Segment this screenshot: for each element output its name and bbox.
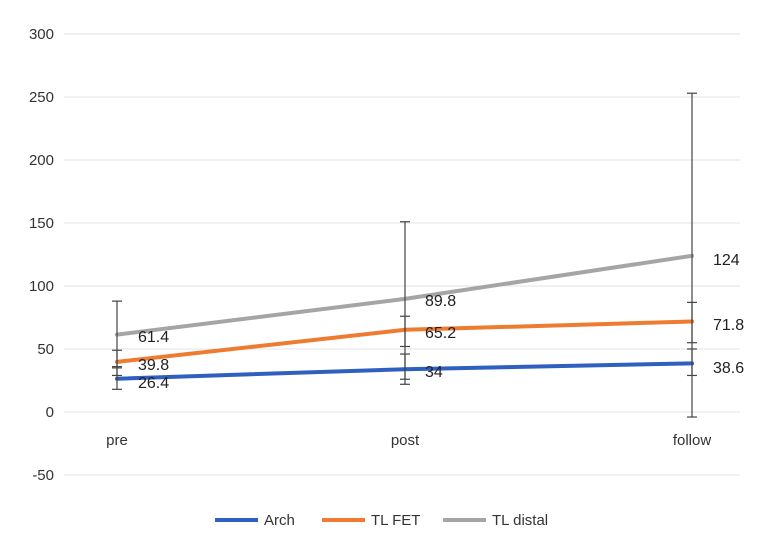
data-label-tlfet-follow: 71.8 (713, 317, 744, 334)
y-tick-label: 250 (29, 89, 54, 106)
y-tick-label: 0 (46, 404, 54, 421)
data-label-tlfet-pre: 39.8 (138, 357, 169, 374)
data-label-tldistal-post: 89.8 (425, 293, 456, 310)
y-tick-label: 50 (37, 341, 54, 358)
data-label-tldistal-follow: 124 (713, 252, 740, 269)
data-labels: 26.4 34 38.6 39.8 65.2 71.8 61.4 89.8 12… (138, 252, 744, 392)
legend: Arch TL FET TL distal (215, 512, 548, 529)
legend-label-arch: Arch (264, 512, 295, 529)
data-label-arch-follow: 38.6 (713, 360, 744, 377)
gridlines (64, 33, 740, 476)
error-bar-tl-distal-pre (112, 300, 122, 368)
y-tick-label: 150 (29, 215, 54, 232)
y-tick-label: -50 (32, 467, 54, 484)
data-label-tldistal-pre: 61.4 (138, 329, 169, 346)
y-axis-tick-labels: 300 250 200 150 100 50 0 -50 (29, 26, 54, 484)
legend-label-tl-fet: TL FET (371, 512, 420, 529)
x-axis-tick-labels: pre post follow (106, 432, 711, 449)
x-tick-label-follow: follow (673, 432, 712, 449)
data-label-arch-post: 34 (425, 364, 443, 381)
legend-label-tl-distal: TL distal (492, 512, 548, 529)
data-label-tlfet-post: 65.2 (425, 325, 456, 342)
y-tick-label: 300 (29, 26, 54, 43)
error-bar-tl-distal-post (400, 221, 410, 380)
y-tick-label: 200 (29, 152, 54, 169)
data-label-arch-pre: 26.4 (138, 375, 169, 392)
x-tick-label-post: post (391, 432, 420, 449)
error-bar-tl-distal-follow (687, 92, 697, 418)
error-bars (112, 92, 697, 418)
y-tick-label: 100 (29, 278, 54, 295)
x-tick-label-pre: pre (106, 432, 128, 449)
